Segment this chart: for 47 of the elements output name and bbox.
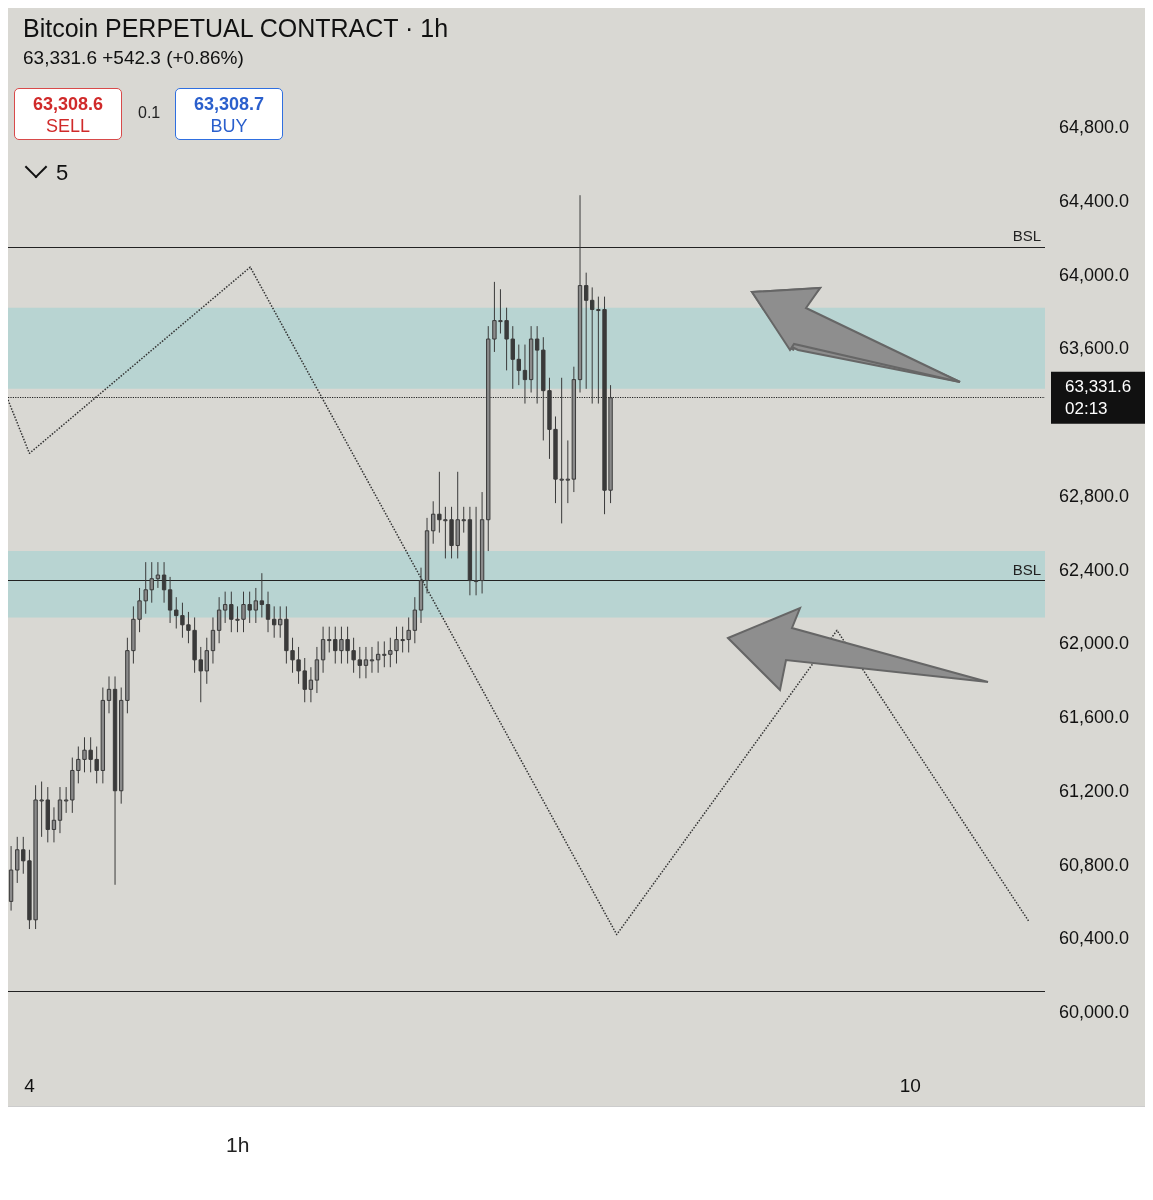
y-tick-label: 61,600.0 [1059, 707, 1130, 727]
annotation: 5 [55, 160, 69, 186]
candlestick [320, 626, 326, 674]
candlestick [534, 325, 540, 405]
chart-title: Bitcoin PERPETUAL CONTRACT · 1h [23, 13, 449, 42]
y-tick-label: 64,800.0 [1059, 117, 1130, 137]
candlestick [167, 576, 173, 624]
candlestick [155, 561, 161, 589]
candlestick [63, 786, 69, 814]
text: 02:13 [1065, 399, 1108, 419]
y-tick-label: 60,000.0 [1059, 1002, 1130, 1022]
annotation: BUY [209, 115, 249, 137]
candlestick [216, 596, 222, 644]
text: 1h [226, 1133, 250, 1157]
y-tick-label: 60,800.0 [1059, 854, 1130, 875]
y-tick-label: 61,200.0 [1059, 780, 1130, 801]
candlestick [522, 344, 528, 405]
candlestick [363, 646, 369, 679]
y-tick-label: 64,400.0 [1059, 190, 1130, 211]
candlestick [222, 591, 228, 624]
candlestick [106, 675, 112, 714]
x-tick-label: 10 [899, 1075, 921, 1096]
y-tick-label: 63,600.0 [1059, 338, 1130, 359]
y-tick-label: 60,400.0 [1059, 928, 1130, 949]
ref-line-label: 63,331.6 [1065, 377, 1132, 397]
candlestick [369, 646, 375, 674]
ref-line-label: BSL [1012, 560, 1041, 578]
candlestick [57, 786, 63, 834]
candlestick [161, 561, 167, 604]
x-tick-label: 4 [24, 1075, 36, 1096]
y-tick-label: 64,000.0 [1059, 264, 1130, 285]
candlestick [308, 666, 314, 703]
y-tick-label: 62,400.0 [1059, 559, 1130, 580]
candlestick [210, 616, 216, 665]
candlestick [473, 506, 479, 596]
candlestick [314, 646, 320, 694]
ref-line-label: BSL [1012, 226, 1041, 244]
candlestick [51, 806, 57, 843]
annotation: SELL [44, 115, 91, 137]
text: 0.1 [138, 104, 161, 122]
buy-button: 63,308.7 BUY [175, 88, 283, 140]
candlestick [259, 572, 265, 618]
y-tick-label: 62,000.0 [1059, 633, 1130, 654]
sell-button: 63,308.6 SELL [14, 88, 122, 140]
y-tick-label: 62,800.0 [1059, 485, 1130, 506]
chart-subtitle: 63,331.6 +542.3 (+0.86%) [23, 47, 244, 68]
candlestick [265, 591, 271, 633]
